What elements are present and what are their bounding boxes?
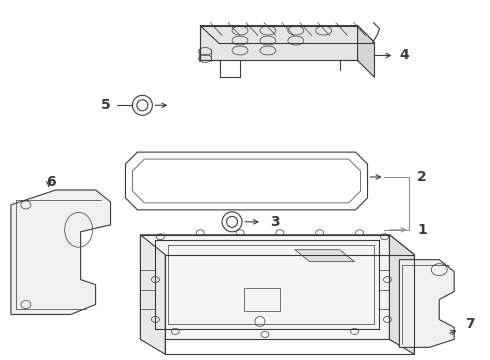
Text: 3: 3	[270, 215, 279, 229]
Bar	[244, 288, 280, 311]
Polygon shape	[200, 26, 374, 42]
Polygon shape	[141, 235, 415, 255]
Polygon shape	[390, 235, 415, 354]
Text: 4: 4	[399, 49, 409, 63]
Text: 1: 1	[417, 223, 427, 237]
Polygon shape	[295, 250, 355, 262]
Text: 2: 2	[417, 170, 427, 184]
Polygon shape	[358, 26, 374, 77]
Polygon shape	[125, 152, 368, 210]
Polygon shape	[11, 190, 111, 315]
Polygon shape	[399, 260, 454, 347]
Text: 5: 5	[101, 98, 111, 112]
Polygon shape	[141, 235, 390, 339]
Text: 7: 7	[465, 318, 475, 332]
Polygon shape	[141, 235, 165, 354]
Text: 6: 6	[46, 175, 55, 189]
Polygon shape	[200, 26, 358, 60]
